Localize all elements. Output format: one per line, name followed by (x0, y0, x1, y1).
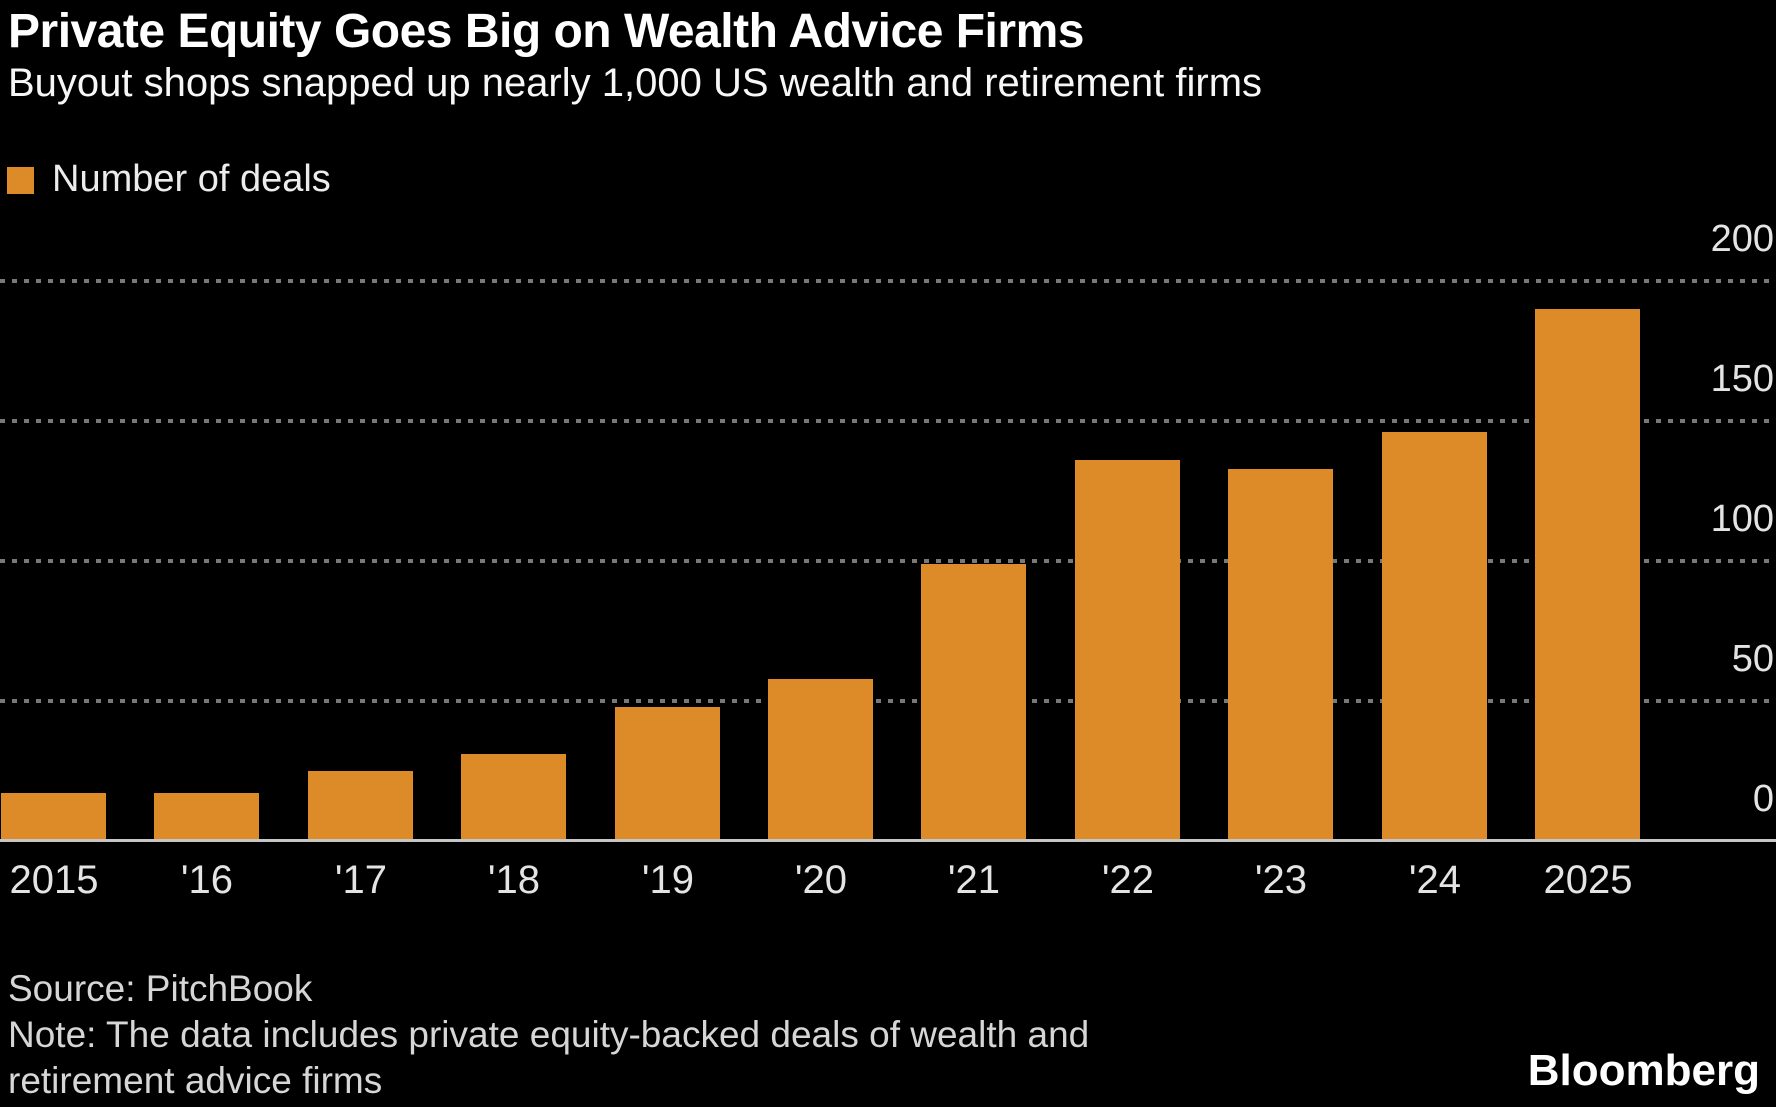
legend: Number of deals (7, 158, 331, 201)
legend-label: Number of deals (52, 158, 331, 200)
source-text: Source: PitchBook (8, 968, 313, 1009)
y-tick-label-150: 150 (1710, 358, 1774, 400)
bar-23 (1228, 469, 1333, 841)
bloomberg-logo: Bloomberg (1527, 1046, 1760, 1095)
bar-2015 (1, 793, 106, 841)
x-tick-label-16: '16 (180, 858, 234, 902)
gridline-200 (0, 279, 1776, 283)
chart-title: Private Equity Goes Big on Wealth Advice… (8, 5, 1084, 58)
bar-19 (615, 707, 720, 841)
bar-22 (1075, 460, 1180, 841)
y-tick-label-100: 100 (1710, 498, 1774, 540)
x-tick-label-24: '24 (1408, 858, 1462, 902)
gridline-100 (0, 559, 1776, 563)
bar-2025 (1535, 309, 1640, 841)
y-tick-label-50: 50 (1731, 638, 1774, 680)
bar-21 (921, 564, 1026, 841)
x-axis-line (0, 839, 1776, 842)
bar-20 (768, 679, 873, 841)
chart-subtitle: Buyout shops snapped up nearly 1,000 US … (8, 61, 1263, 105)
note-text-line2: retirement advice firms (8, 1060, 383, 1101)
y-tick-label-200: 200 (1710, 218, 1774, 260)
x-tick-label-20: '20 (794, 858, 848, 902)
x-tick-label-2025: 2025 (1543, 858, 1633, 902)
x-tick-label-18: '18 (487, 858, 541, 902)
bar-16 (154, 793, 259, 841)
bar-18 (461, 754, 566, 841)
x-tick-label-23: '23 (1254, 858, 1308, 902)
x-tick-label-22: '22 (1101, 858, 1155, 902)
y-tick-label-0: 0 (1752, 778, 1774, 820)
x-tick-label-19: '19 (641, 858, 695, 902)
x-tick-label-17: '17 (334, 858, 388, 902)
x-tick-label-21: '21 (947, 858, 1001, 902)
x-tick-label-2015: 2015 (9, 858, 99, 902)
note-text-line1: Note: The data includes private equity-b… (8, 1014, 1090, 1055)
gridline-50 (0, 699, 1776, 703)
legend-swatch-icon (7, 167, 34, 194)
gridline-150 (0, 419, 1776, 423)
footer-notes: Source: PitchBook Note: The data include… (8, 966, 1089, 1104)
bar-24 (1382, 432, 1487, 841)
bar-17 (308, 771, 413, 841)
